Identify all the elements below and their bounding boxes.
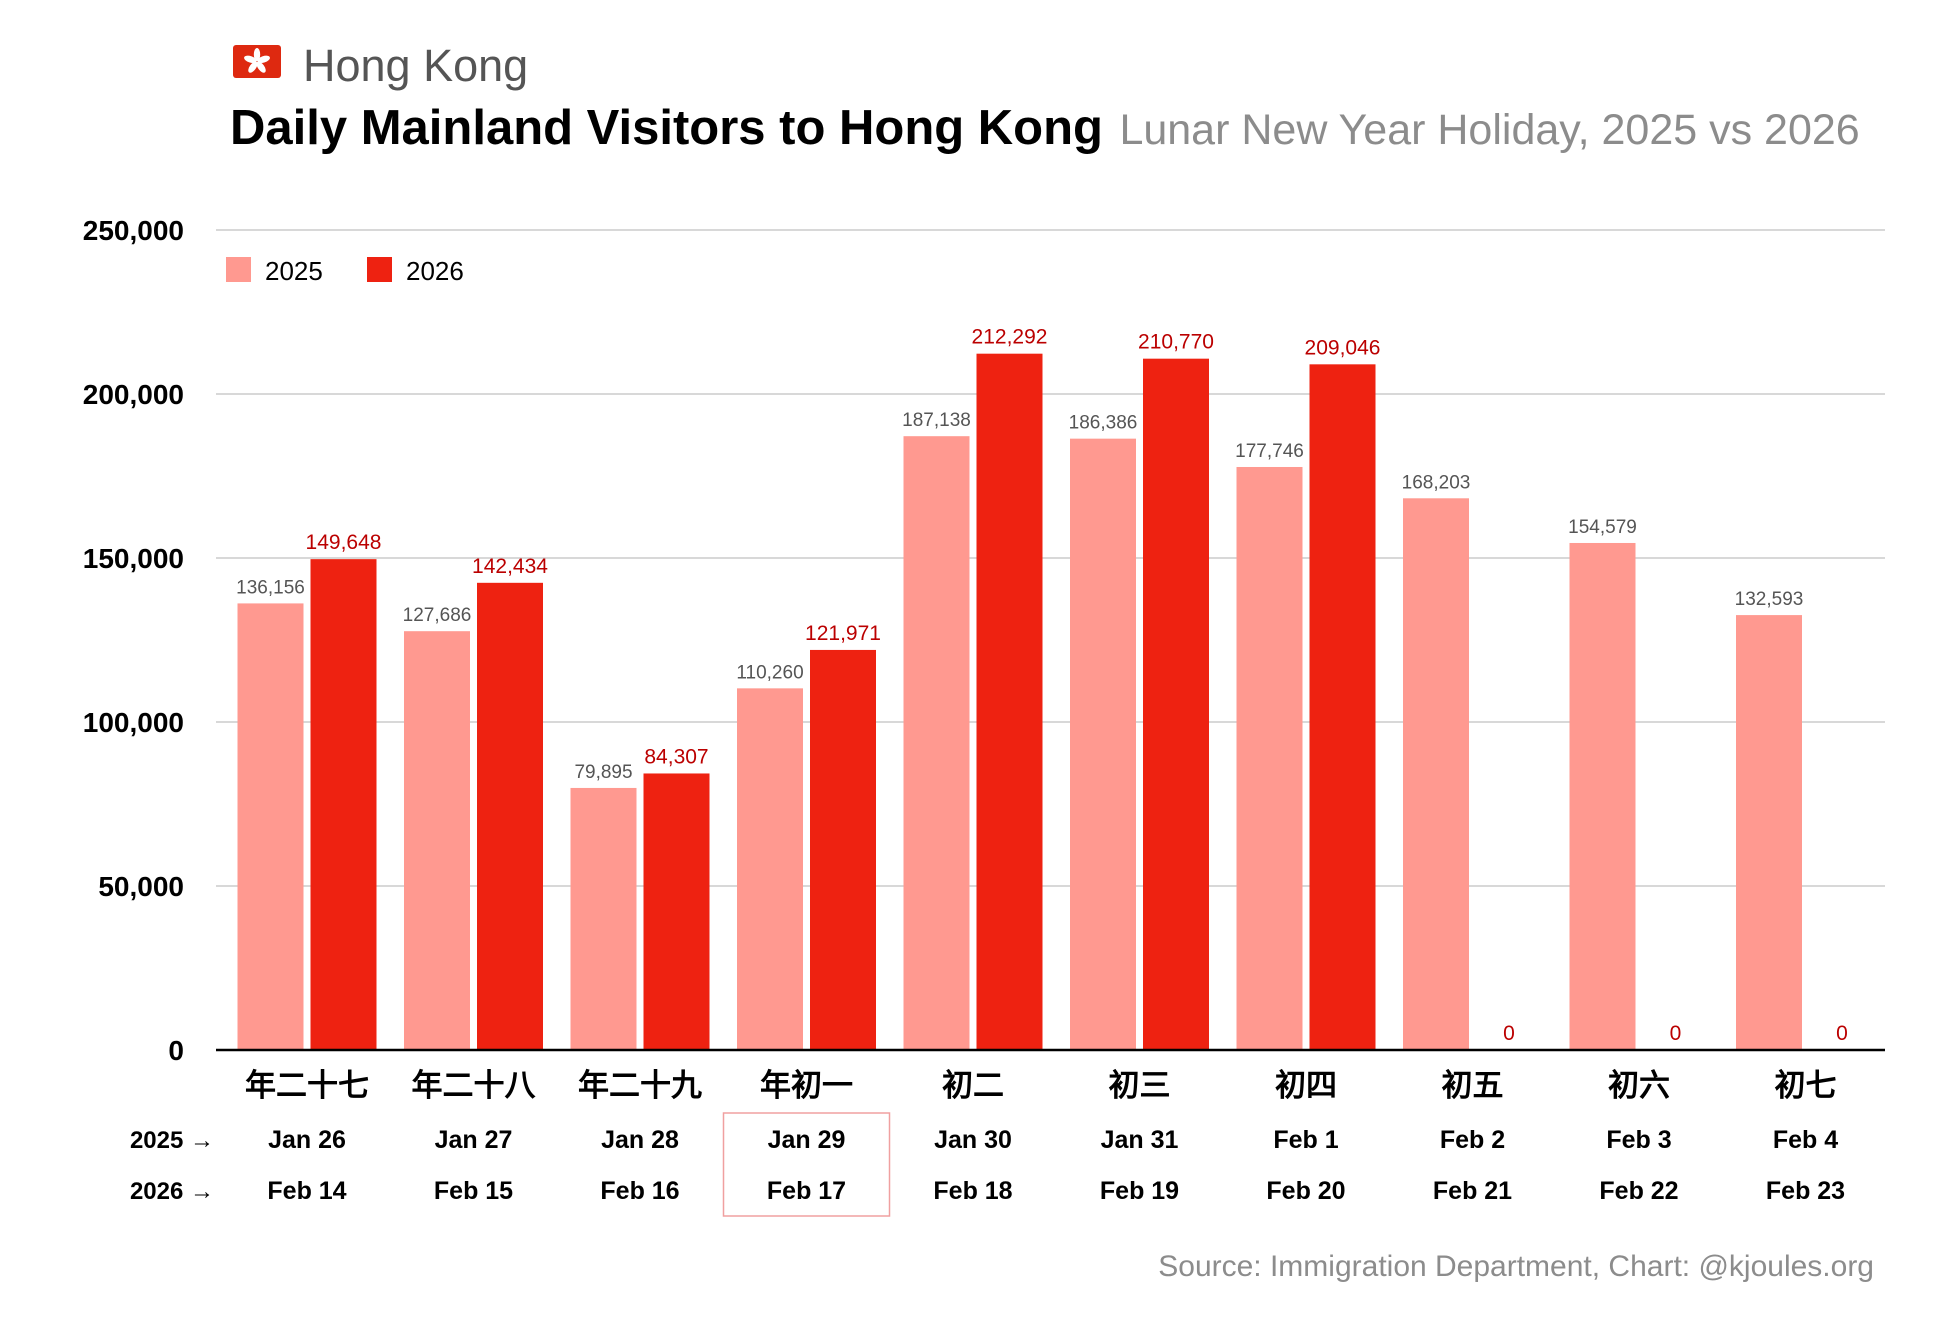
value-label-2025: 154,579 — [1568, 517, 1637, 538]
value-label-2025: 132,593 — [1735, 589, 1804, 610]
row-label-2025: 2025 → — [130, 1127, 214, 1154]
bar-2025 — [737, 688, 803, 1050]
bar-2025 — [1569, 542, 1636, 1050]
legend-swatch-2026 — [367, 257, 392, 282]
highlight-box — [722, 1112, 891, 1217]
date-2026-label: Feb 21 — [1433, 1177, 1512, 1205]
value-label-2025: 186,386 — [1069, 413, 1138, 434]
bar-2025 — [1236, 466, 1303, 1050]
bar-2026 — [1309, 364, 1376, 1051]
value-label-2026: 149,648 — [306, 531, 382, 554]
date-2026-label: Feb 20 — [1266, 1177, 1345, 1205]
date-2026-label: Feb 16 — [600, 1177, 679, 1205]
value-label-2025: 136,156 — [236, 577, 305, 598]
y-tick-label: 50,000 — [98, 871, 184, 902]
date-2025-label: Jan 27 — [435, 1126, 513, 1154]
value-label-2026: 142,434 — [472, 555, 548, 578]
category-label: 初五 — [1442, 1068, 1504, 1103]
category-label: 初六 — [1608, 1068, 1670, 1103]
legend-swatch-2025 — [226, 257, 251, 282]
category-label: 年二十九 — [578, 1068, 702, 1103]
category-label: 初二 — [942, 1068, 1004, 1103]
y-tick-label: 0 — [168, 1035, 184, 1066]
value-label-2026: 0 — [1503, 1022, 1515, 1045]
category-label: 初七 — [1775, 1068, 1837, 1103]
hong-kong-flag-icon — [233, 45, 281, 78]
date-2025-label: Feb 1 — [1273, 1126, 1338, 1154]
date-2025-label: Feb 4 — [1773, 1126, 1838, 1154]
date-2026-label: Feb 22 — [1599, 1177, 1678, 1205]
value-label-2026: 0 — [1836, 1022, 1848, 1045]
bar-2025 — [1403, 498, 1469, 1050]
date-2025-label: Jan 28 — [601, 1126, 679, 1154]
value-label-2026: 121,971 — [805, 622, 881, 645]
y-tick-label: 200,000 — [83, 379, 184, 410]
date-2025-label: Jan 29 — [768, 1126, 846, 1154]
y-tick-label: 150,000 — [83, 543, 184, 574]
value-label-2025: 110,260 — [736, 662, 803, 683]
category-label: 初四 — [1275, 1068, 1337, 1103]
value-label-2026: 210,770 — [1138, 331, 1214, 354]
title-line: Daily Mainland Visitors to Hong Kong Lun… — [230, 100, 1860, 156]
value-label-2025: 79,895 — [574, 762, 632, 783]
value-label-2025: 187,138 — [902, 410, 971, 431]
value-label-2025: 127,686 — [403, 605, 472, 626]
date-2026-label: Feb 18 — [933, 1177, 1012, 1205]
bar-2025 — [237, 603, 304, 1050]
date-2025-label: Feb 2 — [1440, 1126, 1505, 1154]
value-label-2025: 168,203 — [1402, 472, 1471, 493]
date-2025-label: Feb 3 — [1606, 1126, 1671, 1154]
bar-2025 — [1070, 438, 1136, 1050]
bar-2025 — [404, 631, 470, 1050]
value-label-2026: 84,307 — [644, 745, 708, 768]
date-2026-label: Feb 19 — [1100, 1177, 1179, 1205]
y-tick-label: 100,000 — [83, 707, 184, 738]
date-2026-label: Feb 17 — [767, 1177, 846, 1205]
bar-2026 — [976, 353, 1043, 1050]
chart-subtitle: Lunar New Year Holiday, 2025 vs 2026 — [1119, 106, 1860, 154]
region-label: Hong Kong — [303, 40, 529, 91]
value-label-2025: 177,746 — [1235, 441, 1304, 462]
category-label: 年二十八 — [412, 1068, 537, 1103]
value-label-2026: 209,046 — [1305, 336, 1381, 359]
date-2026-label: Feb 15 — [434, 1177, 513, 1205]
bar-2026 — [477, 582, 543, 1050]
bar-2026 — [810, 649, 876, 1050]
chart-title: Daily Mainland Visitors to Hong Kong — [230, 101, 1103, 155]
category-label: 初三 — [1109, 1068, 1171, 1103]
bar-2025 — [1736, 615, 1802, 1050]
bar-2026 — [310, 559, 377, 1050]
date-2025-label: Jan 30 — [934, 1126, 1012, 1154]
legend-label-2026: 2026 — [406, 256, 464, 286]
category-label: 年二十七 — [245, 1068, 369, 1103]
bar-2026 — [1143, 358, 1209, 1050]
date-2026-label: Feb 23 — [1766, 1177, 1845, 1205]
date-2025-label: Jan 26 — [268, 1126, 346, 1154]
row-label-2026: 2026 → — [130, 1178, 214, 1205]
legend-label-2025: 2025 — [265, 256, 323, 286]
date-2026-label: Feb 14 — [267, 1177, 346, 1205]
category-label: 年初一 — [760, 1068, 853, 1103]
bar-2025 — [570, 787, 637, 1050]
bar-2026 — [643, 773, 710, 1050]
date-2025-label: Jan 31 — [1101, 1126, 1179, 1154]
value-label-2026: 212,292 — [972, 326, 1048, 349]
y-tick-label: 250,000 — [83, 215, 184, 246]
bar-2025 — [903, 436, 970, 1050]
source-note: Source: Immigration Department, Chart: @… — [1158, 1250, 1874, 1283]
value-label-2026: 0 — [1670, 1022, 1682, 1045]
